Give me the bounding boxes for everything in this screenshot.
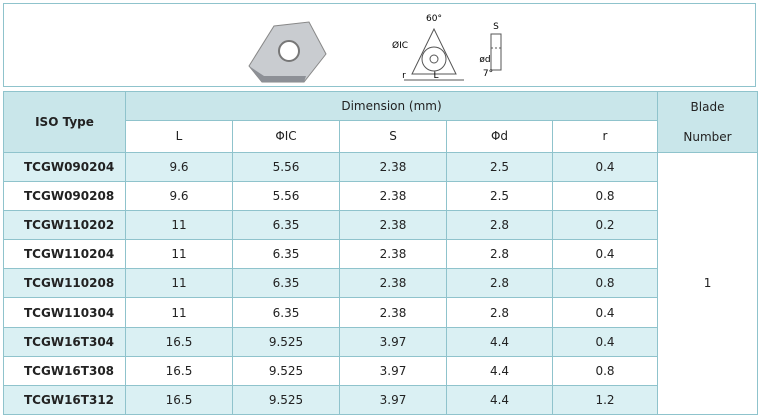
dimension-cell: 2.38 [339,297,447,328]
iso-type: TCGW110208 [3,268,126,299]
table-row: TCGW110208 11 6.35 2.38 2.8 0.8 [3,268,758,299]
dimension-cell: 0.4 [551,151,659,183]
column-header: r [551,119,659,154]
iso-type: TCGW090208 [3,181,126,212]
dimension-cell: 2.38 [339,181,447,212]
header-blade-2: Number [683,130,732,144]
diagram: 60° ØIC L r S ød 7° [248,14,502,83]
table-row: TCGW16T304 16.5 9.525 3.97 4.4 0.4 [3,326,758,357]
dimension-cell: 4.4 [446,355,553,386]
table-row: TCGW16T312 16.5 9.525 3.97 4.4 1.2 [3,384,758,415]
dimension-cell: 2.8 [446,210,553,241]
dimension-cell: 5.56 [232,181,340,212]
dimension-cell: 2.38 [339,239,447,270]
dimension-cell: 0.4 [551,239,659,270]
dimension-cell: 4.4 [446,384,553,415]
dimension-cell: 3.97 [339,384,447,415]
column-header: L [125,119,233,154]
iso-type: TCGW16T308 [3,355,126,386]
iso-type: TCGW110202 [3,210,126,241]
dimension-cell: 2.38 [339,151,447,183]
header-dimension: Dimension (mm) [124,91,659,121]
hole-label: ød [479,55,490,65]
dimension-cell: 16.5 [125,326,233,357]
dimension-cell: 2.8 [446,239,553,270]
column-header: ΦIC [232,119,340,154]
dimension-cell: 6.35 [232,239,340,270]
dimension-cell: 4.4 [446,326,553,357]
spec-table: ISO Type Dimension (mm) Blade Number L ΦIC… [3,91,759,415]
dimension-cell: 0.8 [551,355,659,386]
table-row: TCGW16T308 16.5 9.525 3.97 4.4 0.8 [3,355,758,386]
insert-photo [248,21,327,83]
dimension-cell: 9.6 [125,151,233,183]
length-label: L [433,71,438,81]
ic-label: ØIC [392,40,408,51]
dimension-cell: 1.2 [551,384,659,415]
diagram-panel: 60° ØIC L r S ød 7° [3,3,756,87]
table-row: TCGW090204 9.6 5.56 2.38 2.5 0.4 1 [3,151,759,415]
dimension-cell: 16.5 [125,384,233,415]
dimension-cell: 3.97 [339,355,447,386]
table-row: TCGW110304 11 6.35 2.38 2.8 0.4 [3,297,758,328]
radius-label: r [402,71,406,81]
iso-type: TCGW110304 [3,297,126,328]
thickness-label: S [493,22,499,32]
dimension-cell: 9.525 [232,326,340,357]
dimension-cell: 0.4 [551,326,659,357]
table-row: TCGW110202 11 6.35 2.38 2.8 0.2 [3,210,758,241]
dimension-cell: 2.8 [446,297,553,328]
dimension-cell: 0.8 [551,181,659,212]
column-header: Φd [446,119,553,154]
dimension-cell: 2.8 [446,268,553,299]
blade-number: 1 [657,152,759,415]
dimension-cell: 16.5 [125,355,233,386]
clearance-label: 7° [483,69,493,79]
iso-type: TCGW110204 [3,239,126,270]
dimension-cell: 2.38 [339,268,447,299]
dimension-cell: 0.2 [551,210,659,241]
table-row: TCGW090208 9.6 5.56 2.38 2.5 0.8 [3,181,758,212]
dimension-cell: 2.5 [446,181,553,212]
dimension-cell: 2.38 [339,210,447,241]
dimension-cell: 5.56 [232,151,340,183]
iso-type: TCGW16T304 [3,326,126,357]
triangle-drawing [404,27,502,81]
dimension-cell: 0.4 [551,297,659,328]
dimension-cell: 9.6 [125,181,233,212]
dimension-cell: 0.8 [551,268,659,299]
iso-type: TCGW16T312 [3,384,126,415]
column-header: S [339,119,447,154]
header-blade: Blade Number [657,91,759,153]
dimension-cell: 9.525 [232,355,340,386]
dimension-cell: 9.525 [232,384,340,415]
dimension-cell: 6.35 [232,297,340,328]
table-row: TCGW110204 11 6.35 2.38 2.8 0.4 [3,239,758,270]
angle-label: 60° [426,14,442,24]
header-blade-1: Blade [690,100,725,114]
iso-type: TCGW090204 [3,151,126,183]
dimension-cell: 11 [125,268,233,299]
dimension-cell: 3.97 [339,326,447,357]
dimension-cell: 11 [125,297,233,328]
dimension-cell: 6.35 [232,268,340,299]
dimension-cell: 11 [125,210,233,241]
dimension-cell: 2.5 [446,151,553,183]
dimension-cell: 6.35 [232,210,340,241]
dimension-cell: 11 [125,239,233,270]
header-iso: ISO Type [3,91,126,153]
